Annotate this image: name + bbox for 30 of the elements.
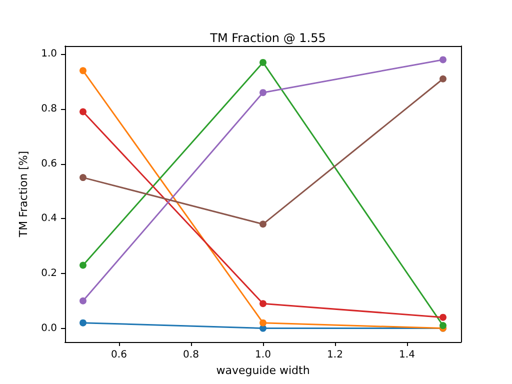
y-tick-label: 0.0 [41, 322, 57, 334]
y-axis-title: TM Fraction [%] [17, 150, 30, 238]
point [80, 262, 86, 269]
point [260, 324, 266, 332]
point [80, 319, 86, 326]
point [440, 75, 446, 82]
point [260, 319, 266, 326]
x-tick-label: 1.2 [327, 350, 343, 360]
point [80, 108, 86, 116]
point [260, 58, 266, 66]
point [440, 314, 446, 321]
x-tick-label: 1.0 [255, 350, 271, 360]
point [440, 322, 446, 330]
point [80, 174, 86, 182]
point [80, 67, 86, 74]
x-axis-title: waveguide width [216, 364, 310, 377]
point [260, 300, 266, 308]
x-tick-label: 0.6 [111, 350, 127, 360]
y-tick-label: 1.0 [41, 48, 57, 60]
y-tick-label: 0.6 [41, 158, 57, 170]
y-tick-label: 0.2 [41, 268, 57, 279]
x-tick-label: 1.4 [399, 350, 415, 360]
chart-title: TM Fraction @ 1.55 [209, 31, 326, 45]
y-tick-label: 0.8 [41, 104, 57, 115]
point [440, 56, 446, 64]
point [80, 297, 86, 304]
point [260, 89, 266, 96]
x-tick-label: 0.8 [183, 350, 199, 360]
point [260, 220, 266, 228]
y-tick-label: 0.4 [41, 213, 57, 224]
